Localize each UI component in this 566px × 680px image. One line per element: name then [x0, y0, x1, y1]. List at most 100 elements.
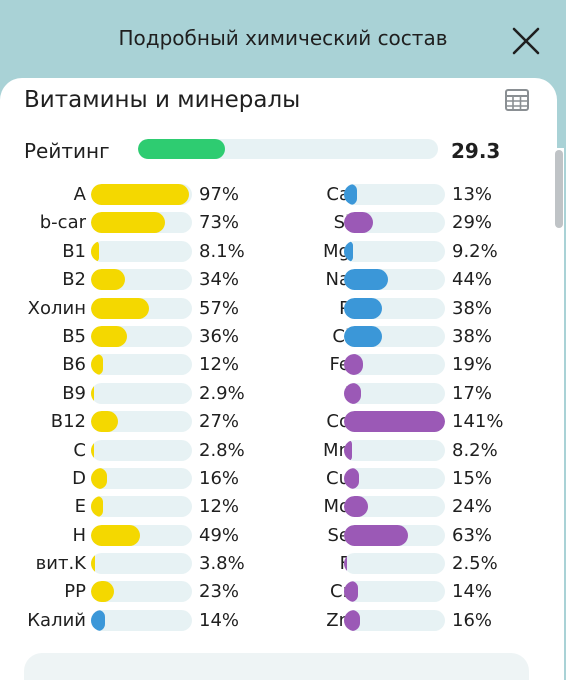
- nutrient-bar: [91, 439, 192, 461]
- nutrient-percent: 57%: [199, 297, 240, 319]
- nutrient-label: Mn: [323, 439, 350, 461]
- nutrient-bar-fill: [344, 382, 362, 404]
- nutrient-label: B12: [50, 411, 86, 433]
- nutrient-bar-fill: [91, 411, 119, 433]
- nutrient-bar: [344, 467, 445, 489]
- nutrient-row: B2 34%: [0, 266, 270, 294]
- nutrient-label: B6: [62, 354, 86, 376]
- nutrient-label: Холин: [27, 297, 86, 319]
- nutrient-bar-fill: [344, 553, 348, 575]
- nutrient-bar: [91, 382, 192, 404]
- nutrient-row: Na 44%: [280, 266, 550, 294]
- nutrient-percent: 27%: [199, 411, 240, 433]
- nutrient-bar: [344, 439, 445, 461]
- nutrient-percent: 12%: [199, 496, 240, 518]
- nutrient-bar: [344, 269, 445, 291]
- nutrients-card: Витамины и минералы Рейтинг 29.3 A 97% b-c…: [0, 78, 557, 680]
- nutrient-bar: [344, 382, 445, 404]
- nutrient-row: Калий 14%: [0, 607, 270, 635]
- nutrient-label: D: [72, 467, 86, 489]
- nutrient-bar-fill: [91, 184, 189, 205]
- nutrient-row: Si 29%: [280, 209, 550, 237]
- nutrient-bar: [91, 411, 192, 433]
- table-view-button[interactable]: [503, 86, 531, 114]
- nutrient-bar: [91, 609, 192, 631]
- nutrient-percent: 14%: [199, 609, 240, 631]
- nutrient-percent: 3.8%: [199, 553, 245, 575]
- nutrient-row: D 16%: [0, 465, 270, 493]
- nutrient-label: Na: [325, 269, 351, 291]
- nutrient-bar: [344, 240, 445, 262]
- rating-value: 29.3: [451, 139, 501, 163]
- nutrient-percent: 29%: [452, 212, 493, 234]
- nutrient-row: Zn 16%: [280, 607, 550, 635]
- nutrient-percent: 44%: [452, 269, 493, 291]
- nutrient-row: PP 23%: [0, 578, 270, 606]
- rating-bar-fill: [138, 139, 225, 159]
- nutrient-bar-fill: [91, 496, 104, 518]
- nutrient-percent: 12%: [199, 354, 240, 376]
- nutrient-bar-fill: [344, 354, 364, 376]
- nutrient-percent: 8.1%: [199, 240, 245, 262]
- nutrient-label: вит.K: [35, 553, 86, 575]
- nutrient-bar-fill: [91, 354, 104, 376]
- nutrient-bar-fill: [91, 609, 106, 631]
- nutrient-row: F2.5%: [280, 550, 550, 578]
- nutrient-row: Co 141%: [280, 408, 550, 436]
- nutrient-bar-fill: [344, 581, 359, 603]
- nutrient-percent: 2.5%: [452, 553, 498, 575]
- nutrient-label: B2: [62, 269, 86, 291]
- nutrient-bar-fill: [344, 609, 361, 631]
- nutrient-label: b-car: [39, 212, 86, 234]
- nutrient-bar-fill: [344, 467, 360, 489]
- nutrient-bar-fill: [344, 240, 354, 262]
- nutrient-label: B1: [62, 240, 86, 262]
- nutrient-bar: [91, 524, 192, 546]
- nutrient-percent: 49%: [199, 524, 240, 546]
- nutrient-percent: 97%: [199, 184, 240, 205]
- nutrient-label: H: [72, 524, 86, 546]
- nutrient-row: P38%: [280, 295, 550, 323]
- nutrient-bar-fill: [344, 411, 445, 433]
- scrollbar[interactable]: [554, 148, 564, 680]
- table-icon: [505, 89, 529, 111]
- nutrient-bar: [344, 184, 445, 205]
- minerals-column: Ca13%Si29%Mg9.2%Na44%P38%Cl38%Fe19%I17%C…: [280, 181, 550, 635]
- nutrient-bar-fill: [91, 553, 95, 575]
- nutrient-bar-fill: [91, 382, 95, 404]
- nutrient-label: A: [73, 184, 86, 205]
- nutrient-bar-fill: [91, 240, 100, 262]
- nutrient-bar-fill: [91, 581, 115, 603]
- nutrient-percent: 19%: [452, 354, 493, 376]
- nutrient-bar: [91, 496, 192, 518]
- nutrient-bar: [91, 581, 192, 603]
- nutrient-row: вит.K 3.8%: [0, 550, 270, 578]
- close-button[interactable]: [509, 24, 543, 58]
- nutrient-bar: [91, 325, 192, 347]
- nutrient-row: I17%: [280, 380, 550, 408]
- nutrient-percent: 63%: [452, 524, 493, 546]
- nutrient-bar: [91, 212, 192, 234]
- nutrient-bar: [344, 212, 445, 234]
- nutrient-bar: [91, 354, 192, 376]
- nutrient-bar: [344, 411, 445, 433]
- next-section-panel: [24, 653, 529, 680]
- nutrient-bar-fill: [91, 212, 165, 234]
- nutrient-bar: [344, 609, 445, 631]
- nutrient-percent: 2.8%: [199, 439, 245, 461]
- scrollbar-thumb[interactable]: [555, 150, 563, 228]
- nutrient-bar: [344, 581, 445, 603]
- nutrient-percent: 38%: [452, 325, 493, 347]
- nutrient-bar-fill: [344, 212, 374, 234]
- nutrient-percent: 16%: [199, 467, 240, 489]
- nutrient-bar-fill: [91, 297, 149, 319]
- nutrient-percent: 34%: [199, 269, 240, 291]
- nutrient-row: b-car 73%: [0, 209, 270, 237]
- vitamins-column: A 97% b-car 73% B1 8.1% B2 34% Холин 57% B5 36% B6 12…: [0, 181, 270, 635]
- nutrient-bar-fill: [91, 467, 108, 489]
- nutrient-row: Cr 14%: [280, 578, 550, 606]
- nutrient-row: B12 27%: [0, 408, 270, 436]
- nutrient-bar-fill: [344, 325, 383, 347]
- dialog-title: Подробный химический состав: [118, 26, 448, 50]
- nutrient-percent: 9.2%: [452, 240, 498, 262]
